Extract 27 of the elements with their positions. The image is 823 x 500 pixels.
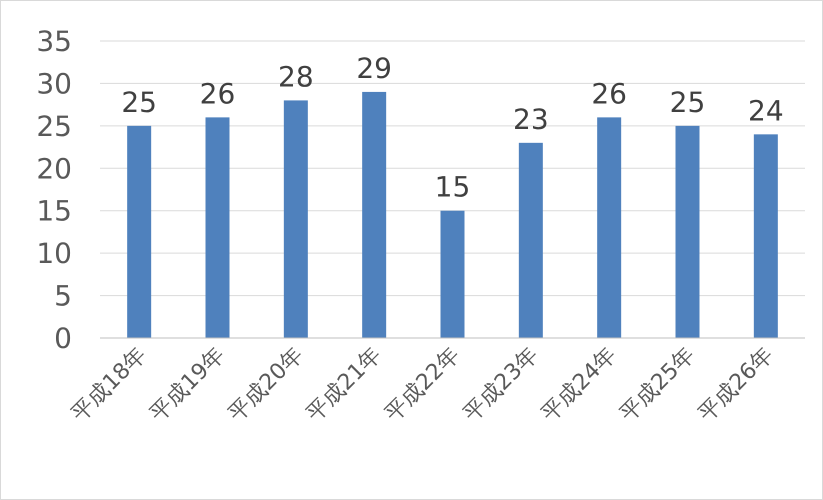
y-tick-label: 30	[36, 67, 72, 100]
bar	[518, 142, 543, 338]
y-tick-label: 25	[36, 110, 72, 143]
data-label: 28	[278, 60, 314, 94]
y-tick-label: 5	[54, 280, 72, 313]
y-tick-label: 10	[36, 237, 72, 270]
data-label: 29	[356, 52, 392, 85]
y-tick-label: 35	[36, 25, 72, 58]
bar	[440, 210, 464, 338]
x-tick-label: 平成26年	[694, 342, 778, 427]
bar	[754, 134, 778, 338]
data-label: 15	[434, 170, 470, 204]
data-label: 25	[670, 86, 706, 119]
data-label: 25	[121, 86, 157, 119]
y-tick-label: 15	[36, 194, 72, 228]
bar	[206, 117, 230, 338]
data-label: 24	[748, 94, 784, 128]
data-label: 26	[200, 77, 236, 110]
y-tick-label: 20	[36, 152, 72, 186]
bar	[597, 117, 622, 338]
data-label: 26	[591, 77, 627, 110]
bar	[362, 92, 386, 338]
bar	[284, 100, 308, 338]
bar	[127, 126, 152, 338]
bar	[676, 126, 700, 338]
y-tick-label: 0	[54, 322, 72, 355]
data-label: 23	[513, 102, 549, 136]
